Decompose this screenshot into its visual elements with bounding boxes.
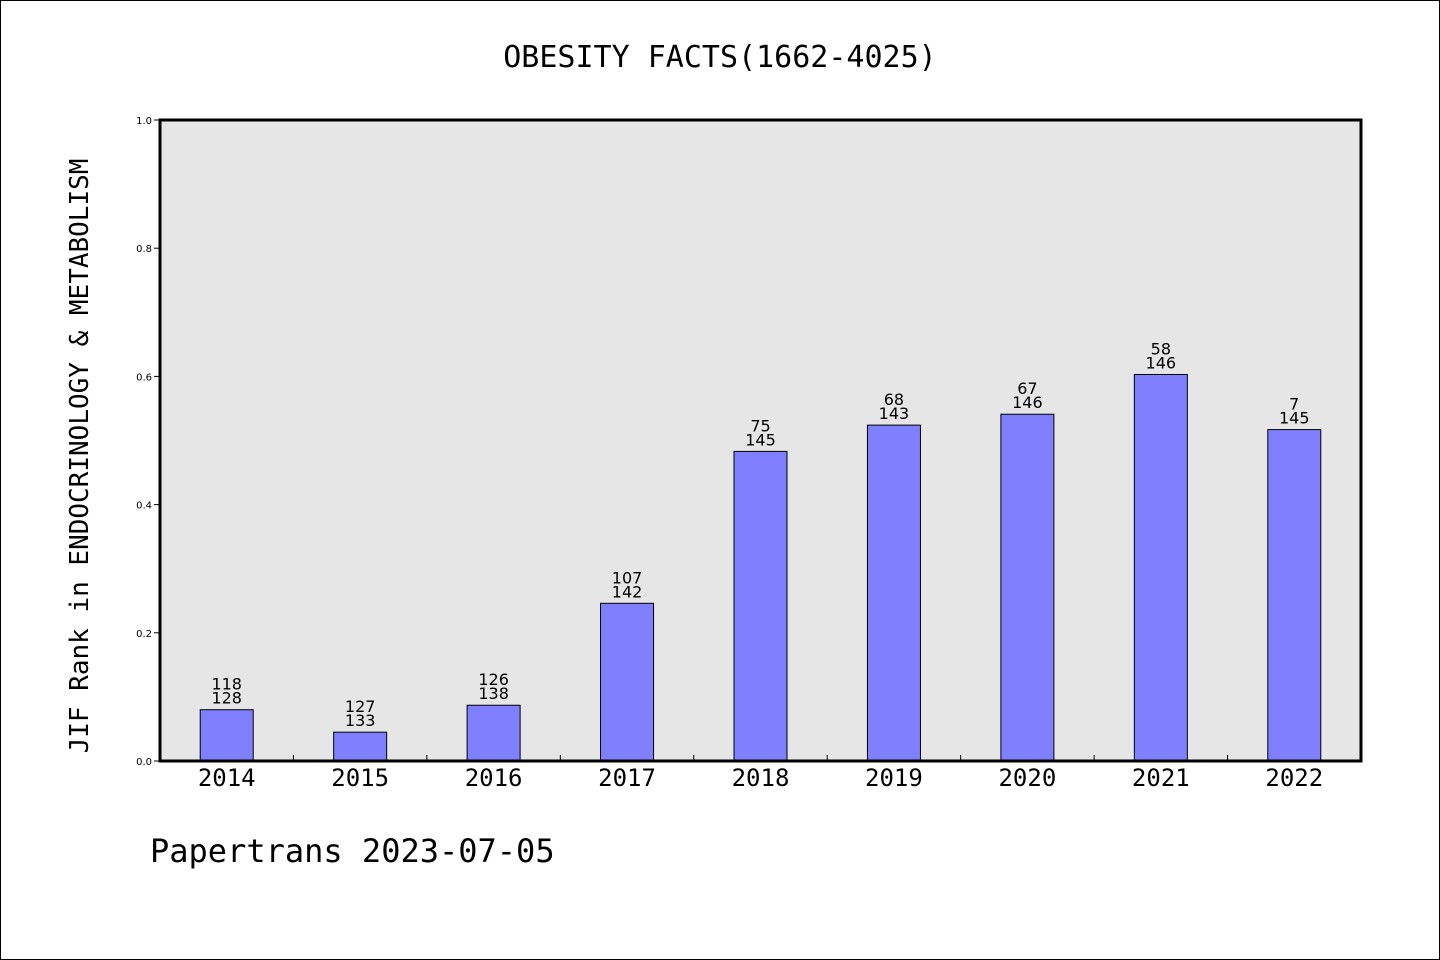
y-tick-label: 0.4: [136, 501, 152, 512]
data-label-rank: 126: [478, 670, 509, 689]
x-tick-label: 2019: [865, 764, 923, 792]
data-label-rank: 7: [1289, 395, 1299, 414]
y-tick-label: 0.8: [136, 244, 152, 255]
data-label-rank: 67: [1017, 379, 1037, 398]
bar: [866, 424, 921, 762]
data-label-rank: 68: [884, 390, 904, 409]
bars: [199, 373, 1322, 762]
footer-watermark: Papertrans 2023-07-05: [150, 832, 555, 870]
data-label-total: 133: [345, 711, 376, 730]
data-label-total: 138: [478, 684, 509, 703]
y-tick-label: 0.0: [136, 757, 152, 768]
x-tick-label: 2015: [331, 764, 389, 792]
data-label-rank: 127: [345, 697, 376, 716]
data-label-rank: 118: [211, 675, 242, 694]
data-label-total: 128: [211, 689, 242, 708]
x-tick-label: 2021: [1132, 764, 1190, 792]
data-label-total: 143: [879, 404, 910, 423]
data-label-total: 142: [612, 582, 643, 601]
bar: [199, 709, 254, 762]
y-tick-label: 1.0: [136, 116, 152, 127]
y-axis-label: JIF Rank in ENDOCRINOLOGY & METABOLISM: [65, 159, 95, 754]
data-label-rank: 75: [750, 416, 770, 435]
bar: [600, 602, 655, 762]
x-tick-label: 2014: [198, 764, 256, 792]
x-tick-label: 2018: [732, 764, 790, 792]
data-label-total: 146: [1012, 393, 1043, 412]
data-label-rank: 58: [1151, 339, 1171, 358]
data-label-rank: 107: [612, 568, 643, 587]
chart-title: OBESITY FACTS(1662-4025): [503, 40, 936, 75]
x-tick-label: 2020: [998, 764, 1056, 792]
x-tick-label: 2016: [465, 764, 523, 792]
x-tick-label: 2017: [598, 764, 656, 792]
bar: [1133, 373, 1188, 762]
bar: [466, 704, 521, 762]
bar: [733, 450, 788, 762]
bar: [333, 731, 388, 762]
plot-border: [158, 118, 1363, 763]
bar: [1000, 413, 1055, 762]
x-tick-label: 2022: [1265, 764, 1323, 792]
bar: [1267, 429, 1322, 762]
data-label-total: 145: [1279, 409, 1310, 428]
y-tick-label: 0.2: [136, 629, 152, 640]
data-label-total: 146: [1146, 353, 1177, 372]
data-label-total: 145: [745, 430, 776, 449]
y-tick-label: 0.6: [136, 372, 152, 383]
